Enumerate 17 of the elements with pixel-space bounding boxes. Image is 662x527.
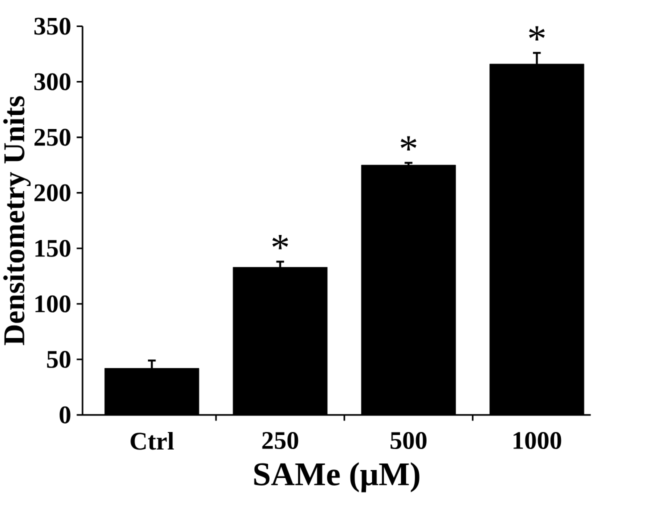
y-tick-label: 300 — [34, 73, 70, 90]
y-axis-title: Densitometry Units — [3, 96, 31, 346]
x-tick-label: 1000 — [514, 432, 562, 450]
y-tick-label: 100 — [35, 296, 70, 313]
y-tick-label: 0 — [60, 406, 70, 424]
annotation: * — [529, 26, 545, 41]
y-tick-label: 200 — [34, 184, 70, 202]
x-axis-title: SAMe (μM) — [254, 462, 420, 492]
y-tick-label: 150 — [35, 240, 70, 258]
x-tick-label: 500 — [390, 432, 427, 450]
annotation: * — [272, 235, 288, 250]
y-tick-label: 350 — [34, 18, 70, 35]
x-tick-label: 250 — [262, 432, 298, 450]
y-tick-label: 50 — [47, 351, 70, 368]
y-tick-label: 250 — [34, 128, 70, 146]
x-tick-label: Ctrl — [130, 432, 174, 450]
annotation: * — [400, 136, 416, 151]
